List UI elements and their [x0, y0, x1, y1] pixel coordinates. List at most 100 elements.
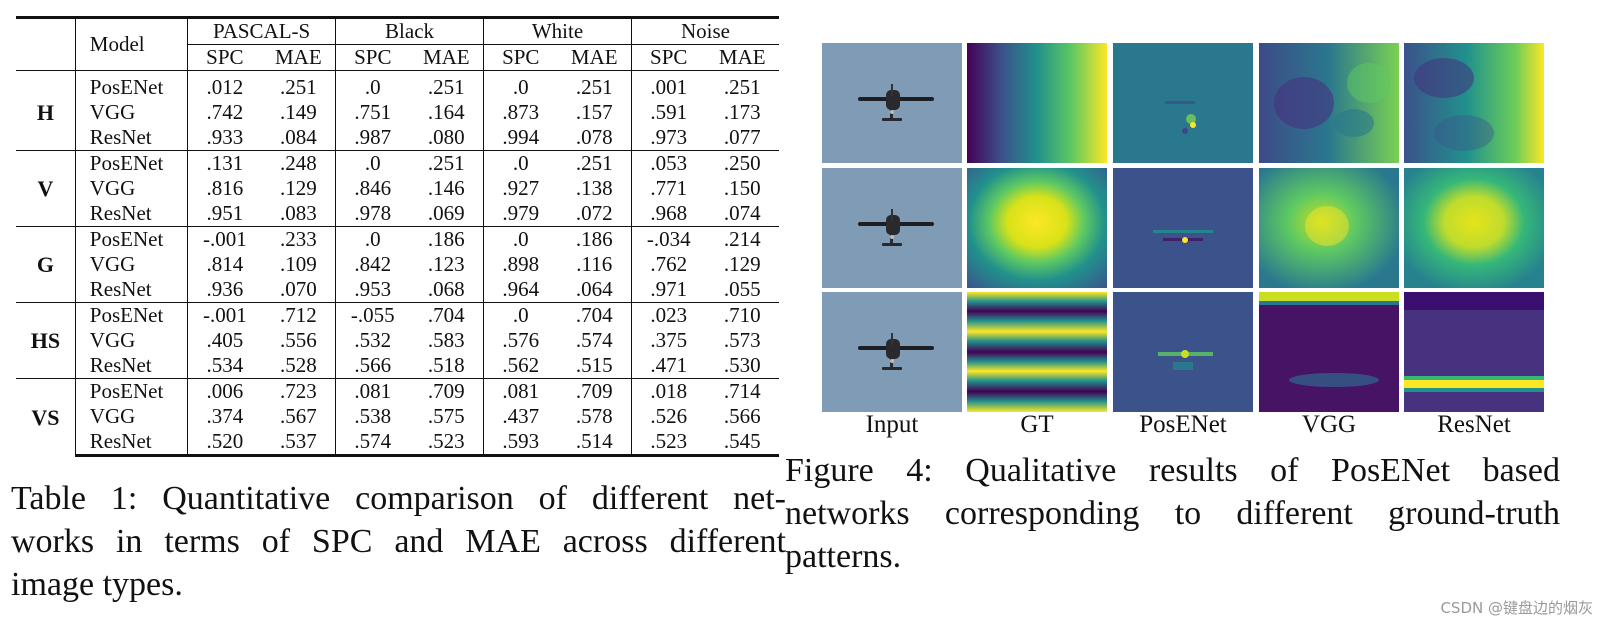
value-cell: .248	[261, 150, 336, 176]
resnet-output-tile	[1404, 43, 1544, 163]
group-header-white: White	[483, 16, 632, 45]
value-cell: .987	[335, 125, 410, 151]
table-row: VGG .405 .556 .532 .583 .576 .574 .375 .573	[16, 328, 779, 353]
model-name-cell: VGG	[74, 252, 188, 277]
model-name-cell: ResNet	[74, 125, 188, 151]
value-cell: .157	[575, 100, 613, 124]
value-cell: .562	[483, 353, 558, 379]
value-cell: .374	[187, 404, 262, 429]
value-cell: .186	[557, 226, 632, 252]
value-cell: .578	[575, 404, 613, 428]
value-cell: .814	[187, 252, 262, 277]
value-cell: .704	[409, 302, 484, 328]
metric-header: SPC	[335, 44, 410, 71]
section-label: G	[16, 226, 76, 303]
table-row: HS PosENet -.001.712 -.055.704.0.704.023.71…	[16, 302, 779, 379]
model-name-cell: ResNet	[74, 429, 188, 457]
value-cell: .173	[723, 100, 761, 124]
value-cell: .070	[279, 277, 317, 301]
value-cell: .064	[575, 277, 613, 301]
figure-caption-line: patterns.	[785, 538, 902, 575]
value-cell: .771	[631, 176, 706, 201]
value-cell: .712	[261, 302, 336, 328]
value-cell: .0	[335, 226, 410, 252]
value-cell: .846	[335, 176, 410, 201]
value-cell: .053	[631, 150, 706, 176]
column-label-input: Input	[865, 411, 919, 438]
value-cell: .0	[335, 70, 410, 100]
table-row: ResNet .534 .528 .566 .518 .562 .515 .471 .530	[16, 353, 779, 379]
value-cell: .566	[723, 404, 761, 428]
column-label-posenet: PosENet	[1139, 411, 1227, 438]
value-cell: .080	[427, 125, 465, 149]
table-row: VGG .814 .109 .842 .123 .898 .116 .762 .129	[16, 252, 779, 277]
table-row: ResNet .933 .084 .987 .080 .994 .078 .973 .077	[16, 125, 779, 151]
value-cell: .953	[335, 277, 410, 303]
figure-caption: Figure 4: Qualitative results of PosENet…	[785, 449, 1560, 578]
value-cell: -.034	[631, 226, 706, 252]
section-label: HS	[16, 302, 76, 379]
table-row: VS PosENet .006.723.081.709.081.709.018.71…	[16, 378, 779, 456]
resnet-output-tile	[1404, 168, 1544, 288]
value-cell: .742	[187, 100, 262, 125]
value-cell: .233	[261, 226, 336, 252]
model-name-cell: PosENet	[74, 150, 188, 176]
value-cell: .081	[483, 378, 558, 404]
value-cell: .842	[335, 252, 410, 277]
value-cell: .723	[261, 378, 336, 404]
model-column-header: Model	[74, 16, 188, 71]
vgg-output-tile	[1259, 168, 1399, 288]
value-cell: .964	[483, 277, 558, 303]
section-label: H	[16, 70, 76, 151]
value-cell: .146	[427, 176, 465, 200]
table-row: H PosENet .012.251.0.251.0.251.001.251	[16, 70, 779, 151]
value-cell: -.055	[335, 302, 410, 328]
value-cell: .514	[557, 429, 632, 457]
value-cell: .574	[575, 328, 613, 352]
value-cell: .951	[187, 201, 262, 227]
table-caption-line: Table 1: Quantitative comparison of diff…	[11, 480, 786, 517]
value-cell: .074	[723, 201, 761, 225]
value-cell: .0	[483, 302, 558, 328]
section-label: VS	[16, 378, 76, 456]
value-cell: .575	[427, 404, 465, 428]
value-cell: .528	[279, 353, 317, 377]
value-cell: -.001	[187, 302, 262, 328]
value-cell: .979	[483, 201, 558, 227]
value-cell: .591	[631, 100, 706, 125]
metric-header: MAE	[705, 44, 779, 71]
value-cell: .405	[187, 328, 262, 353]
value-cell: .072	[575, 201, 613, 225]
value-cell: .573	[723, 328, 761, 352]
model-name-cell: ResNet	[74, 201, 188, 227]
group-header-noise: Noise	[631, 16, 779, 45]
group-header-pascal-s: PASCAL-S	[187, 16, 336, 45]
value-cell: .0	[483, 70, 558, 100]
value-cell: .131	[187, 150, 262, 176]
column-label-gt: GT	[1020, 411, 1054, 438]
value-cell: .018	[631, 378, 706, 404]
value-cell: .545	[705, 429, 779, 457]
value-cell: .001	[631, 70, 706, 100]
metric-header: SPC	[187, 44, 262, 71]
value-cell: .936	[187, 277, 262, 303]
value-cell: .532	[335, 328, 410, 353]
section-label: V	[16, 150, 76, 227]
value-cell: .534	[187, 353, 262, 379]
value-cell: .006	[187, 378, 262, 404]
model-name-cell: PosENet	[74, 378, 188, 404]
value-cell: .083	[279, 201, 317, 225]
value-cell: .714	[705, 378, 779, 404]
value-cell: .0	[335, 150, 410, 176]
figure-caption-line: Figure 4: Qualitative results of PosENet…	[785, 452, 1560, 489]
table-row: ResNet .936 .070 .953 .068 .964 .064 .971 .055	[16, 277, 779, 303]
value-cell: .538	[335, 404, 410, 429]
table-caption-line: image types.	[11, 566, 183, 603]
value-cell: .566	[335, 353, 410, 379]
value-cell: .515	[575, 353, 613, 377]
table-row: G PosENet -.001.233.0.186.0.186 -.034.214	[16, 226, 779, 303]
value-cell: .576	[483, 328, 558, 353]
value-cell: .0	[483, 226, 558, 252]
metric-header: SPC	[483, 44, 558, 71]
table-caption-line: works in terms of SPC and MAE across dif…	[11, 523, 786, 560]
